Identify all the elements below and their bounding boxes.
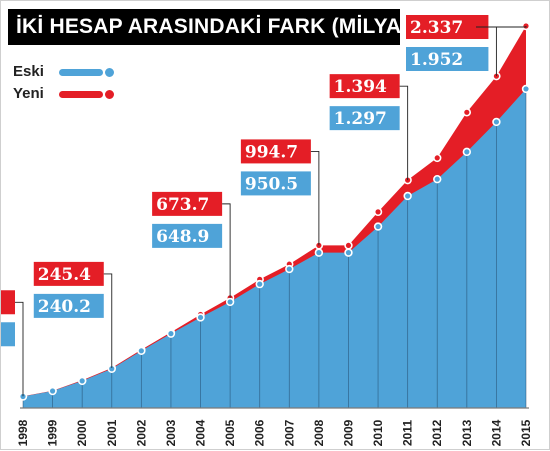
callout-box-eski [240,171,311,196]
x-tick-label: 2006 [253,419,267,446]
legend-dot-eski [103,66,116,79]
data-point-eski [166,329,176,338]
callout-value-eski: 1.952 [410,50,463,70]
callout-box-eski [1,322,15,347]
data-point-eski [492,117,501,127]
data-point-eski [403,191,412,201]
callout-value-yeni: 994.7 [245,142,298,162]
callout-value-eski: 648.9 [156,227,209,247]
callout-box-yeni [406,15,476,39]
x-tick-label: 2014 [489,419,503,446]
legend-item-eski: Eski [11,61,121,83]
x-tick-label: 2007 [282,419,296,446]
data-point-eski [314,248,324,257]
data-point-eski [344,248,353,257]
chart-title: İKİ HESAP ARASINDAKİ FARK (MİLYAR TL) [16,15,456,38]
legend-item-yeni: Yeni [11,83,121,105]
data-point-eski [196,313,205,322]
x-tick-label: 2000 [75,419,89,446]
x-tick-label: 2009 [341,419,355,446]
x-tick-label: 2003 [164,419,178,446]
data-point-eski [462,147,472,157]
callout-leader [222,203,231,298]
data-point-yeni [373,207,383,217]
callout-value-yeni: 673.7 [156,195,209,215]
callout-box-eski [152,223,223,248]
callout-box-yeni [33,261,104,286]
data-point-eski [77,376,87,386]
x-tick-label: 2004 [194,419,208,446]
x-tick-label: 2015 [519,419,533,446]
callout-value-eski: 1.297 [334,109,387,129]
x-tick-label: 2012 [430,419,444,446]
x-tick-label: 2002 [134,419,148,446]
x-tick-label: 2005 [223,419,237,446]
data-point-yeni [344,241,353,250]
data-point-yeni [462,108,472,117]
x-tick-label: 2010 [371,419,385,446]
callout-box-eski [329,106,400,131]
callout-value-yeni: 245.4 [38,265,91,285]
data-point-eski [225,297,235,307]
callout-value-yeni: 1.394 [334,77,387,97]
title-bar: İKİ HESAP ARASINDAKİ FARK (MİLYAR TL) [8,9,456,45]
x-tick-label: 1999 [46,419,60,446]
callout-box-yeni [152,191,223,216]
callout-leader [476,26,527,28]
x-tick-label: 2008 [312,419,326,446]
callout-box-eski [406,47,476,71]
data-point-eski [255,279,264,289]
legend-label-yeni: Yeni [13,85,44,102]
data-point-eski [373,222,383,231]
x-tick-label: 2001 [105,419,119,446]
legend-dot-yeni [103,88,116,101]
legend-line-eski [59,69,103,76]
callout-value-yeni: 2.337 [410,18,463,38]
data-point-eski [433,174,442,184]
area-eski [23,88,526,409]
legend: Eski Yeni [11,61,121,105]
callout-leader [399,85,409,181]
x-tick-label: 2013 [460,419,474,446]
callout-value-eski: 240.2 [38,297,91,317]
callout-leader [15,301,24,397]
callout-leader [488,26,497,77]
callout-box-yeni [240,139,311,164]
legend-label-eski: Eski [13,63,44,80]
data-point-yeni [433,153,442,163]
callout-box-eski [33,293,104,318]
x-tick-label: 2011 [401,420,415,446]
data-point-eski [48,386,57,396]
callout-value-eski: 950.5 [245,174,298,194]
callout-box-yeni [329,74,400,99]
data-point-eski [285,264,294,274]
callout-leader [310,150,320,246]
x-tick-label: 1998 [16,419,30,446]
data-point-eski [137,346,146,355]
data-point-eski [521,84,531,94]
callout-box-yeni [1,290,15,315]
callout-leader [103,273,113,368]
legend-line-yeni [59,91,103,98]
